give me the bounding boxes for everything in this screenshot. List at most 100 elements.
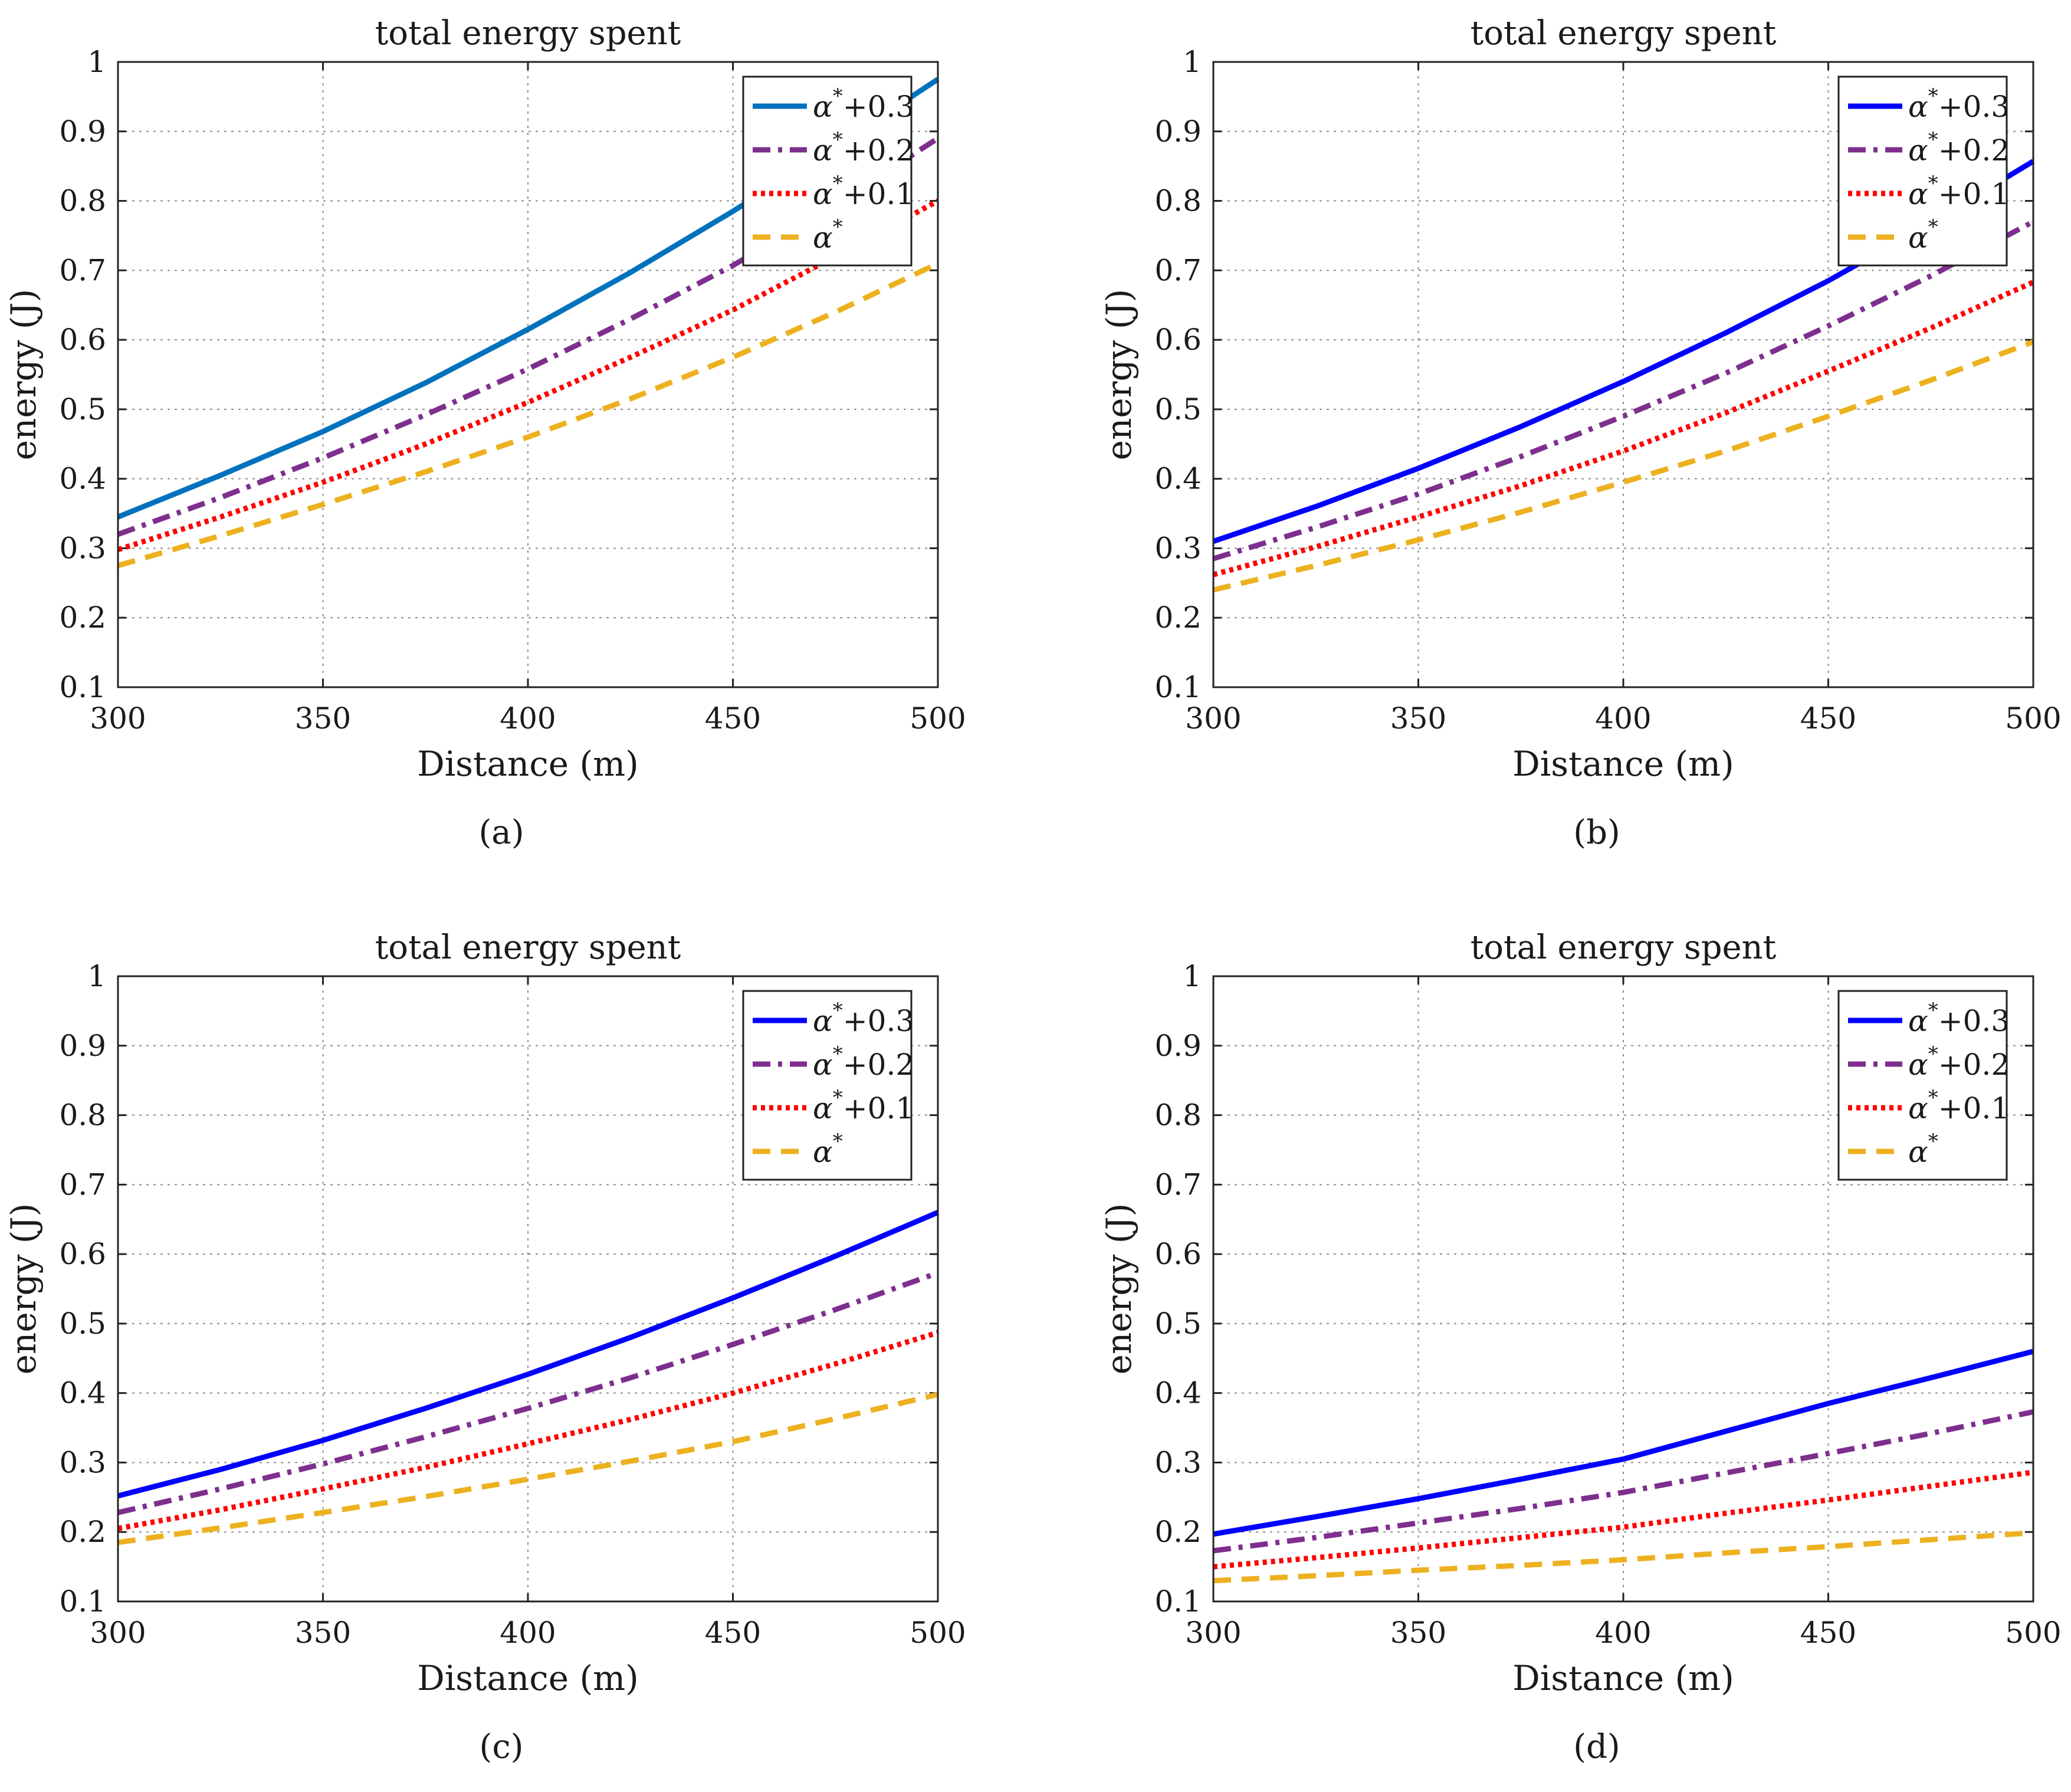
legend-superscript: * xyxy=(1928,215,1938,239)
legend-superscript: * xyxy=(1928,172,1938,195)
x-tick-label: 300 xyxy=(1185,1616,1241,1650)
legend-superscript: * xyxy=(833,172,843,195)
y-tick-label: 0.2 xyxy=(1154,600,1202,635)
y-tick-label: 0.2 xyxy=(59,600,106,635)
y-tick-label: 0.7 xyxy=(59,253,106,287)
legend-greek: α xyxy=(813,177,833,211)
y-tick-label: 0.7 xyxy=(1154,253,1202,287)
series-line-2 xyxy=(117,198,940,553)
legend-label-2: α*+0.1 xyxy=(813,1086,914,1125)
legend-greek: α xyxy=(813,1135,833,1169)
x-tick-label: 500 xyxy=(2005,701,2061,736)
chart-panel-b: 300 350 400 450 500 0.1 0.2 0.3 0.4 0.5 0.6 0.7 0.8 0… xyxy=(1099,14,2062,852)
y-tick-label: 0.4 xyxy=(1154,1376,1202,1410)
panel-label: (c) xyxy=(479,1728,523,1766)
x-tick-label: 350 xyxy=(1390,1616,1446,1650)
legend-label-2: α*+0.1 xyxy=(813,172,914,211)
legend-suffix: +0.2 xyxy=(1938,1048,2010,1082)
x-tick-label: 500 xyxy=(2005,1616,2061,1650)
x-tick-label: 400 xyxy=(1595,1616,1651,1650)
y-tick-label: 0.6 xyxy=(59,323,106,357)
y-axis-label: energy (J) xyxy=(4,1203,44,1375)
legend-suffix: +0.2 xyxy=(843,133,914,168)
x-tick-label: 400 xyxy=(1595,701,1651,736)
x-axis-label: Distance (m) xyxy=(417,1658,639,1698)
legend-suffix: +0.2 xyxy=(1938,133,2010,168)
panel-label: (a) xyxy=(478,813,524,852)
legend-superscript: * xyxy=(1928,84,1938,108)
y-tick-label: 0.5 xyxy=(1154,392,1202,426)
y-tick-label: 0.8 xyxy=(59,1098,106,1133)
legend-greek: α xyxy=(1908,221,1928,255)
y-tick-label: 1 xyxy=(1183,959,1202,993)
chart-panel-c: 300 350 400 450 500 0.1 0.2 0.3 0.4 0.5 0.6 0.7 0.8 0… xyxy=(4,928,966,1766)
y-axis-label: energy (J) xyxy=(1099,1203,1139,1375)
y-tick-label: 0.2 xyxy=(59,1515,106,1549)
legend-superscript: * xyxy=(833,215,843,239)
legend-label-0: α*+0.3 xyxy=(1908,84,2010,124)
legend: α*+0.3α*+0.2α*+0.1α* xyxy=(742,76,914,267)
series-line-3 xyxy=(117,1391,939,1545)
y-tick-label: 0.4 xyxy=(1154,462,1202,496)
y-tick-label: 0.3 xyxy=(1154,1445,1202,1479)
y-tick-label: 1 xyxy=(87,45,106,79)
y-tick-label: 0.9 xyxy=(59,114,106,149)
x-tick-label: 300 xyxy=(90,1616,146,1650)
y-axis-label: energy (J) xyxy=(4,289,44,461)
legend-greek: α xyxy=(813,90,833,124)
legend-label-1: α*+0.2 xyxy=(813,128,914,168)
legend-greek: α xyxy=(1908,1048,1928,1082)
y-tick-label: 0.1 xyxy=(1154,670,1202,704)
series-line-2 xyxy=(1213,1469,2034,1570)
series-line-3 xyxy=(1212,339,2034,593)
legend-label-1: α*+0.2 xyxy=(813,1042,914,1082)
y-tick-label: 0.7 xyxy=(1154,1167,1202,1202)
series-line-0 xyxy=(117,1210,939,1499)
legend-greek: α xyxy=(813,221,833,255)
series-line-1 xyxy=(1213,1409,2034,1554)
legend: α*+0.3α*+0.2α*+0.1α* xyxy=(1837,76,2010,267)
y-tick-label: 0.6 xyxy=(1154,1237,1202,1271)
legend-greek: α xyxy=(813,133,833,168)
legend-label-3: α* xyxy=(1908,215,1938,255)
legend-suffix: +0.3 xyxy=(1938,90,2010,124)
y-tick-label: 0.4 xyxy=(59,462,106,496)
legend: α*+0.3α*+0.2α*+0.1α* xyxy=(1837,990,2010,1181)
legend-superscript: * xyxy=(833,1086,843,1110)
series-line-1 xyxy=(1212,219,2035,562)
legend-superscript: * xyxy=(1928,1086,1938,1110)
y-tick-label: 0.6 xyxy=(1154,323,1202,357)
legend-suffix: +0.1 xyxy=(843,1091,914,1125)
legend-greek: α xyxy=(1908,177,1928,211)
x-tick-label: 500 xyxy=(910,1616,966,1650)
legend-superscript: * xyxy=(833,84,843,108)
legend-label-2: α*+0.1 xyxy=(1908,172,2010,211)
x-axis-label: Distance (m) xyxy=(1512,744,1734,784)
y-tick-label: 0.4 xyxy=(59,1376,106,1410)
y-tick-label: 0.8 xyxy=(1154,184,1202,218)
y-tick-label: 0.9 xyxy=(1154,1029,1202,1063)
legend-label-0: α*+0.3 xyxy=(813,84,914,124)
legend-label-3: α* xyxy=(1908,1130,1938,1169)
legend-suffix: +0.3 xyxy=(843,90,914,124)
legend-greek: α xyxy=(813,1004,833,1038)
x-tick-label: 450 xyxy=(1800,701,1856,736)
x-tick-label: 500 xyxy=(910,701,966,736)
x-tick-label: 350 xyxy=(295,1616,351,1650)
legend-greek: α xyxy=(1908,133,1928,168)
axes-box xyxy=(117,975,939,1603)
legend-superscript: * xyxy=(1928,1042,1938,1066)
y-tick-label: 0.1 xyxy=(1154,1584,1202,1619)
x-tick-label: 300 xyxy=(90,701,146,736)
x-tick-label: 450 xyxy=(705,701,761,736)
axes-box xyxy=(117,61,939,688)
legend-label-3: α* xyxy=(813,1130,843,1169)
y-tick-label: 1 xyxy=(1183,45,1202,79)
panel-label: (d) xyxy=(1573,1728,1620,1766)
axes-box xyxy=(1212,975,2034,1603)
legend-greek: α xyxy=(1908,90,1928,124)
legend-superscript: * xyxy=(1928,128,1938,152)
axes-box xyxy=(1212,61,2034,688)
